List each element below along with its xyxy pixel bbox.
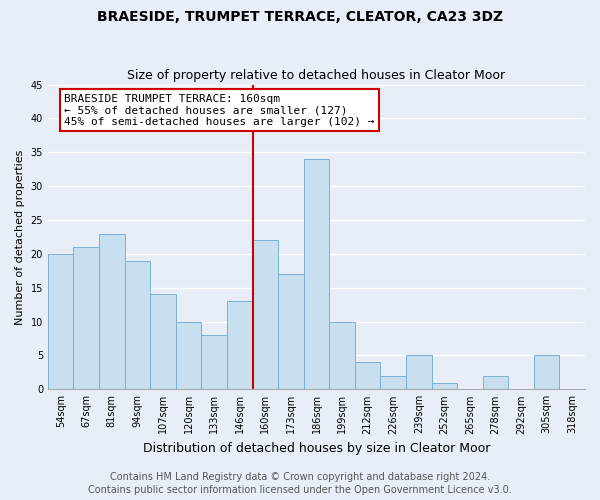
Bar [278,274,304,390]
Bar [73,247,99,390]
Text: Contains HM Land Registry data © Crown copyright and database right 2024.
Contai: Contains HM Land Registry data © Crown c… [88,472,512,495]
Y-axis label: Number of detached properties: Number of detached properties [15,149,25,324]
Bar [227,302,253,390]
Bar [253,240,278,390]
Bar [431,382,457,390]
Bar [150,294,176,390]
Bar [304,159,329,390]
Text: BRAESIDE TRUMPET TERRACE: 160sqm
← 55% of detached houses are smaller (127)
45% : BRAESIDE TRUMPET TERRACE: 160sqm ← 55% o… [64,94,374,127]
Bar [125,260,150,390]
Bar [176,322,202,390]
Bar [355,362,380,390]
Bar [48,254,73,390]
X-axis label: Distribution of detached houses by size in Cleator Moor: Distribution of detached houses by size … [143,442,490,455]
Bar [202,335,227,390]
Title: Size of property relative to detached houses in Cleator Moor: Size of property relative to detached ho… [127,69,506,82]
Bar [406,356,431,390]
Bar [99,234,125,390]
Text: BRAESIDE, TRUMPET TERRACE, CLEATOR, CA23 3DZ: BRAESIDE, TRUMPET TERRACE, CLEATOR, CA23… [97,10,503,24]
Bar [482,376,508,390]
Bar [534,356,559,390]
Bar [329,322,355,390]
Bar [380,376,406,390]
